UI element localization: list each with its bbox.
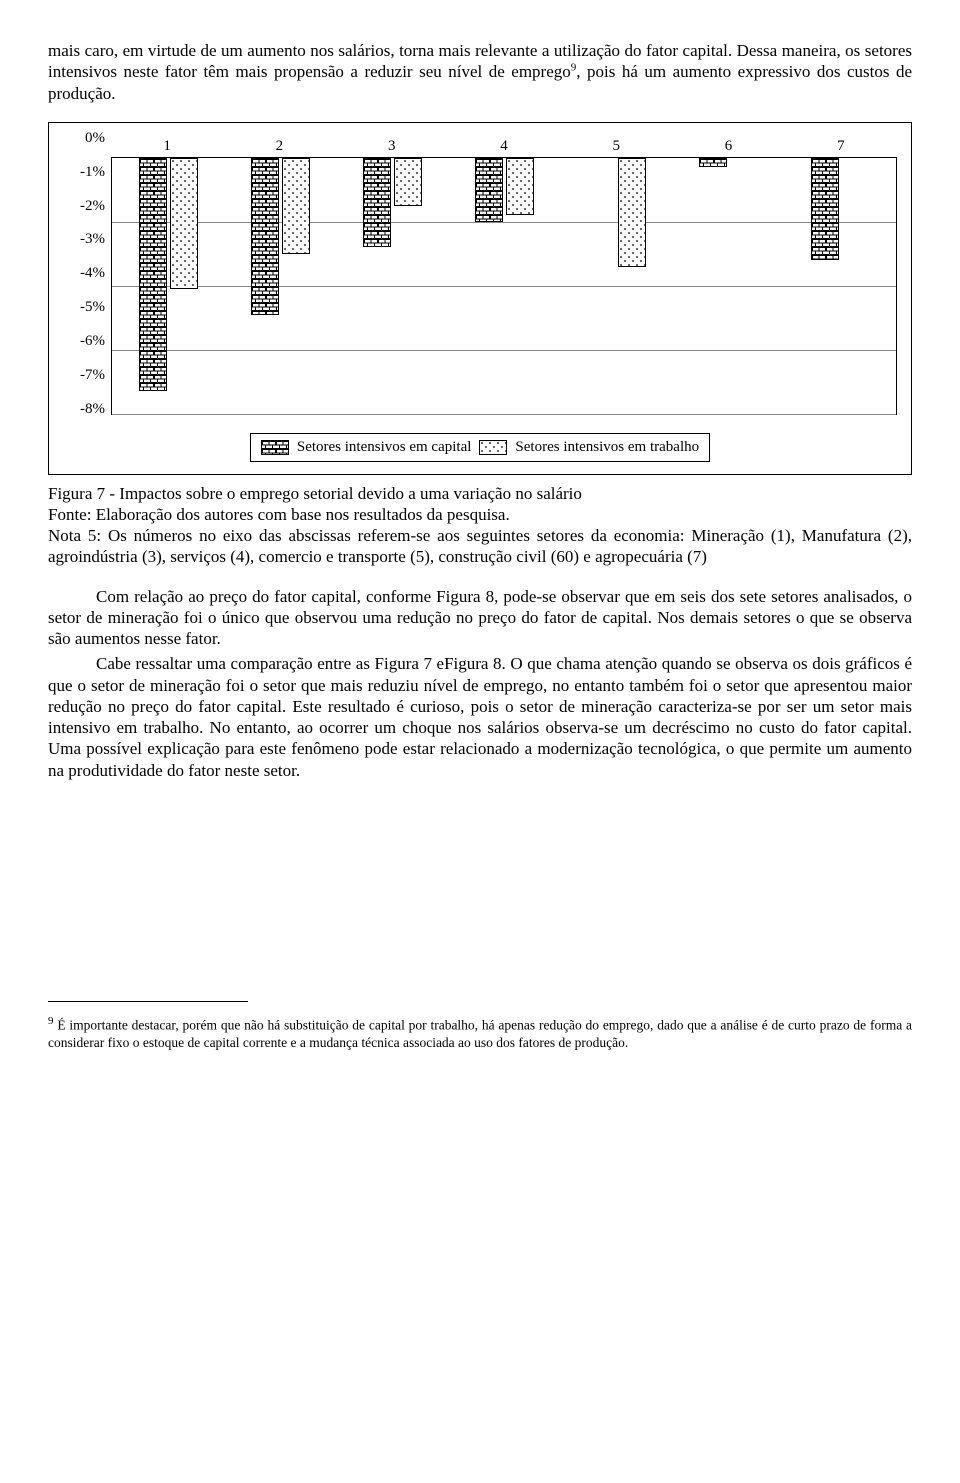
x-tick: 5 [560, 137, 672, 155]
bar [139, 158, 167, 392]
bar [506, 158, 534, 216]
x-tick: 7 [785, 137, 897, 155]
y-tick: -4% [63, 264, 105, 283]
chart-container: 0% -1% -2% -3% -4% -5% -6% -7% -8% 1234567 Setor… [48, 122, 912, 475]
bar [282, 158, 310, 254]
x-tick: 4 [448, 137, 560, 155]
body-p3: Cabe ressaltar uma comparação entre as F… [48, 653, 912, 781]
bar-group [224, 158, 336, 414]
caption-note: Nota 5: Os números no eixo das abscissas… [48, 525, 912, 568]
x-axis: 1234567 [111, 137, 897, 155]
bar [811, 158, 839, 260]
bar-group [672, 158, 784, 414]
legend-label: Setores intensivos em capital [297, 438, 472, 457]
y-tick: -7% [63, 366, 105, 385]
y-tick: -2% [63, 197, 105, 216]
figure-caption: Figura 7 - Impactos sobre o emprego seto… [48, 483, 912, 568]
bar [699, 158, 727, 168]
x-tick: 6 [672, 137, 784, 155]
bar-group [112, 158, 224, 414]
legend-swatch [261, 440, 289, 455]
bar-group [784, 158, 896, 414]
caption-source: Fonte: Elaboração dos autores com base n… [48, 504, 912, 525]
y-axis: 0% -1% -2% -3% -4% -5% -6% -7% -8% [63, 129, 111, 419]
bar [475, 158, 503, 222]
bar [170, 158, 198, 289]
footnote-text: É importante destacar, porém que não há … [48, 1018, 912, 1050]
caption-title: Figura 7 - Impactos sobre o emprego seto… [48, 483, 912, 504]
legend: Setores intensivos em capital Setores int… [250, 433, 710, 462]
footnote-rule [48, 1001, 248, 1002]
y-tick: -1% [63, 163, 105, 182]
bar [363, 158, 391, 248]
bar [618, 158, 646, 267]
bar [251, 158, 279, 315]
y-tick: -5% [63, 298, 105, 317]
footnote: 9 É importante destacar, porém que não h… [48, 1015, 912, 1051]
y-tick: 0% [63, 129, 105, 148]
legend-label: Setores intensivos em trabalho [515, 438, 699, 457]
plot-area [111, 157, 897, 415]
x-tick: 3 [336, 137, 448, 155]
legend-swatch [479, 440, 507, 455]
bar-group [448, 158, 560, 414]
gridline [112, 414, 896, 415]
x-tick: 1 [111, 137, 223, 155]
bar-group [336, 158, 448, 414]
y-tick: -3% [63, 230, 105, 249]
bar [394, 158, 422, 206]
x-tick: 2 [223, 137, 335, 155]
y-tick: -8% [63, 400, 105, 419]
y-tick: -6% [63, 332, 105, 351]
body-p2: Com relação ao preço do fator capital, c… [48, 586, 912, 650]
bar-group [560, 158, 672, 414]
intro-paragraph: mais caro, em virtude de um aumento nos … [48, 40, 912, 104]
